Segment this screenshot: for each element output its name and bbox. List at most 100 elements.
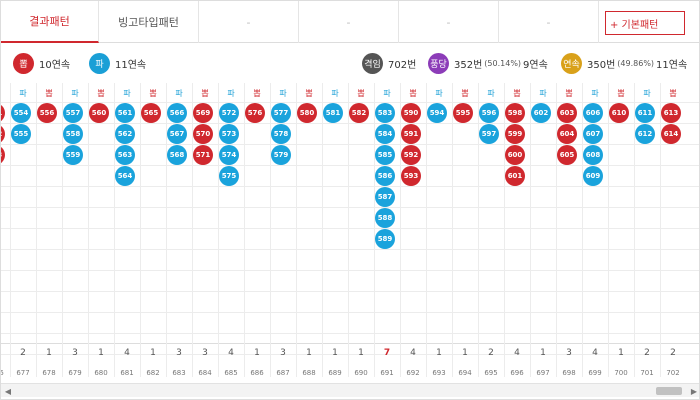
purple-streak: 9연속 bbox=[523, 60, 548, 71]
pattern-column: 파 561 562 563 564 4 681 bbox=[114, 83, 140, 383]
blue-badge-icon: 파 bbox=[89, 53, 110, 74]
tab-empty-3[interactable]: - bbox=[199, 1, 299, 43]
tab-bingo-type-pattern[interactable]: 빙고타입패턴 bbox=[99, 1, 199, 43]
streak-count: 3 bbox=[280, 348, 286, 358]
grid-col-line bbox=[270, 83, 271, 377]
round-number: 699 bbox=[588, 369, 602, 377]
result-ball-red: 595 bbox=[453, 103, 473, 123]
result-ball-blue: 572 bbox=[219, 103, 239, 123]
streak-count: 3 bbox=[202, 348, 208, 358]
result-ball-blue: 568 bbox=[167, 145, 187, 165]
round-number: 680 bbox=[94, 369, 108, 377]
round-number: 683 bbox=[172, 369, 186, 377]
streak-count: 3 bbox=[1, 348, 10, 358]
result-ball-red: 569 bbox=[193, 103, 213, 123]
grid-row-line bbox=[1, 186, 699, 187]
grid-col-line bbox=[88, 83, 89, 377]
pattern-column: 파 596 597 2 695 bbox=[478, 83, 504, 383]
result-ball-blue: 559 bbox=[63, 145, 83, 165]
grid-row-line bbox=[1, 123, 699, 124]
column-header-red: 뽑 bbox=[357, 89, 365, 98]
streak-count: 3 bbox=[566, 348, 572, 358]
round-number: 678 bbox=[42, 369, 56, 377]
grid-col-line bbox=[608, 83, 609, 377]
column-header-blue: 파 bbox=[19, 89, 27, 98]
column-header-blue: 파 bbox=[175, 89, 183, 98]
result-ball-red: 605 bbox=[557, 145, 577, 165]
streak-count: 7 bbox=[383, 348, 391, 358]
blue-streak-text: 11연속 bbox=[115, 60, 147, 71]
grid-row-line bbox=[1, 207, 699, 208]
streak-count: 4 bbox=[592, 348, 598, 358]
grid-col-line bbox=[426, 83, 427, 377]
tab-result-pattern[interactable]: 결과패턴 bbox=[1, 1, 99, 43]
pattern-column: 파 566 567 568 3 683 bbox=[166, 83, 192, 383]
streak-count: 4 bbox=[410, 348, 416, 358]
tab-empty-4[interactable]: - bbox=[299, 1, 399, 43]
pattern-column: 뽑 560 1 680 bbox=[88, 83, 114, 383]
column-header-red: 뽑 bbox=[565, 89, 573, 98]
grid-col-line bbox=[244, 83, 245, 377]
purple-pct: (50.14%) bbox=[484, 59, 522, 68]
blue-streak-stat: 파 11연속 bbox=[89, 53, 146, 74]
scroll-right-icon[interactable]: ▶ bbox=[690, 386, 698, 396]
grid-row-line bbox=[1, 228, 699, 229]
result-ball-red: 576 bbox=[245, 103, 265, 123]
result-ball-blue: 581 bbox=[323, 103, 343, 123]
grid-row-line bbox=[1, 270, 699, 271]
column-header-red: 뽑 bbox=[513, 89, 521, 98]
column-header-red: 뽑 bbox=[45, 89, 53, 98]
result-ball-red: 610 bbox=[609, 103, 629, 123]
round-number: 694 bbox=[458, 369, 472, 377]
grid-col-line bbox=[10, 83, 11, 377]
add-basic-pattern-button[interactable]: + 기본패턴 bbox=[605, 11, 685, 35]
pattern-column: 파 577 578 579 3 687 bbox=[270, 83, 296, 383]
grid-row-line bbox=[1, 354, 699, 355]
streak-count: 4 bbox=[514, 348, 520, 358]
scroll-thumb[interactable] bbox=[656, 387, 682, 395]
result-ball-blue: 558 bbox=[63, 124, 83, 144]
column-header-blue: 파 bbox=[331, 89, 339, 98]
result-ball-red: 570 bbox=[193, 124, 213, 144]
pattern-column: 파 594 1 693 bbox=[426, 83, 452, 383]
streak-count: 4 bbox=[228, 348, 234, 358]
streak-count: 3 bbox=[72, 348, 78, 358]
column-header-blue: 파 bbox=[539, 89, 547, 98]
result-ball-red: 552 bbox=[1, 124, 5, 144]
pattern-column: 파 554 555 2 677 bbox=[10, 83, 36, 383]
pattern-column: 뽑 610 1 700 bbox=[608, 83, 634, 383]
grid-row-line bbox=[1, 144, 699, 145]
tab-empty-5[interactable]: - bbox=[399, 1, 499, 43]
grid-col-line bbox=[296, 83, 297, 377]
red-streak-stat: 뽑 10연속 bbox=[13, 53, 70, 74]
streak-count: 2 bbox=[644, 348, 650, 358]
result-ball-blue: 584 bbox=[375, 124, 395, 144]
pattern-column: 뽑 603 604 605 3 698 bbox=[556, 83, 582, 383]
result-ball-blue: 573 bbox=[219, 124, 239, 144]
round-number: 702 bbox=[666, 369, 680, 377]
gold-badge-icon: 연속 bbox=[561, 53, 582, 74]
column-header-blue: 파 bbox=[487, 89, 495, 98]
result-ball-red: 613 bbox=[661, 103, 681, 123]
streak-count: 2 bbox=[20, 348, 26, 358]
round-number: 676 bbox=[1, 369, 10, 377]
purple-value: 352번 bbox=[454, 60, 483, 71]
horizontal-scrollbar[interactable]: ◀ ▶ bbox=[1, 383, 699, 397]
round-number: 691 bbox=[380, 369, 394, 377]
result-ball-blue: 557 bbox=[63, 103, 83, 123]
round-number: 693 bbox=[432, 369, 446, 377]
column-header-red: 뽑 bbox=[1, 88, 10, 99]
pattern-column: 뽑 613 614 2 702 bbox=[660, 83, 686, 383]
red-streak-text: 10연속 bbox=[39, 60, 71, 71]
streak-count: 1 bbox=[436, 348, 442, 358]
tab-bar: 결과패턴 빙고타입패턴 - - - - bbox=[1, 1, 699, 43]
tab-empty-6[interactable]: - bbox=[499, 1, 599, 43]
result-ball-red: 600 bbox=[505, 145, 525, 165]
grid-footer-line bbox=[1, 343, 699, 344]
result-ball-red: 593 bbox=[401, 166, 421, 186]
pattern-column: 뽑 565 1 682 bbox=[140, 83, 166, 383]
grid-col-line bbox=[400, 83, 401, 377]
result-ball-red: 598 bbox=[505, 103, 525, 123]
pattern-column: 뽑 598 599 600 601 4 696 bbox=[504, 83, 530, 383]
scroll-left-icon[interactable]: ◀ bbox=[4, 386, 12, 396]
